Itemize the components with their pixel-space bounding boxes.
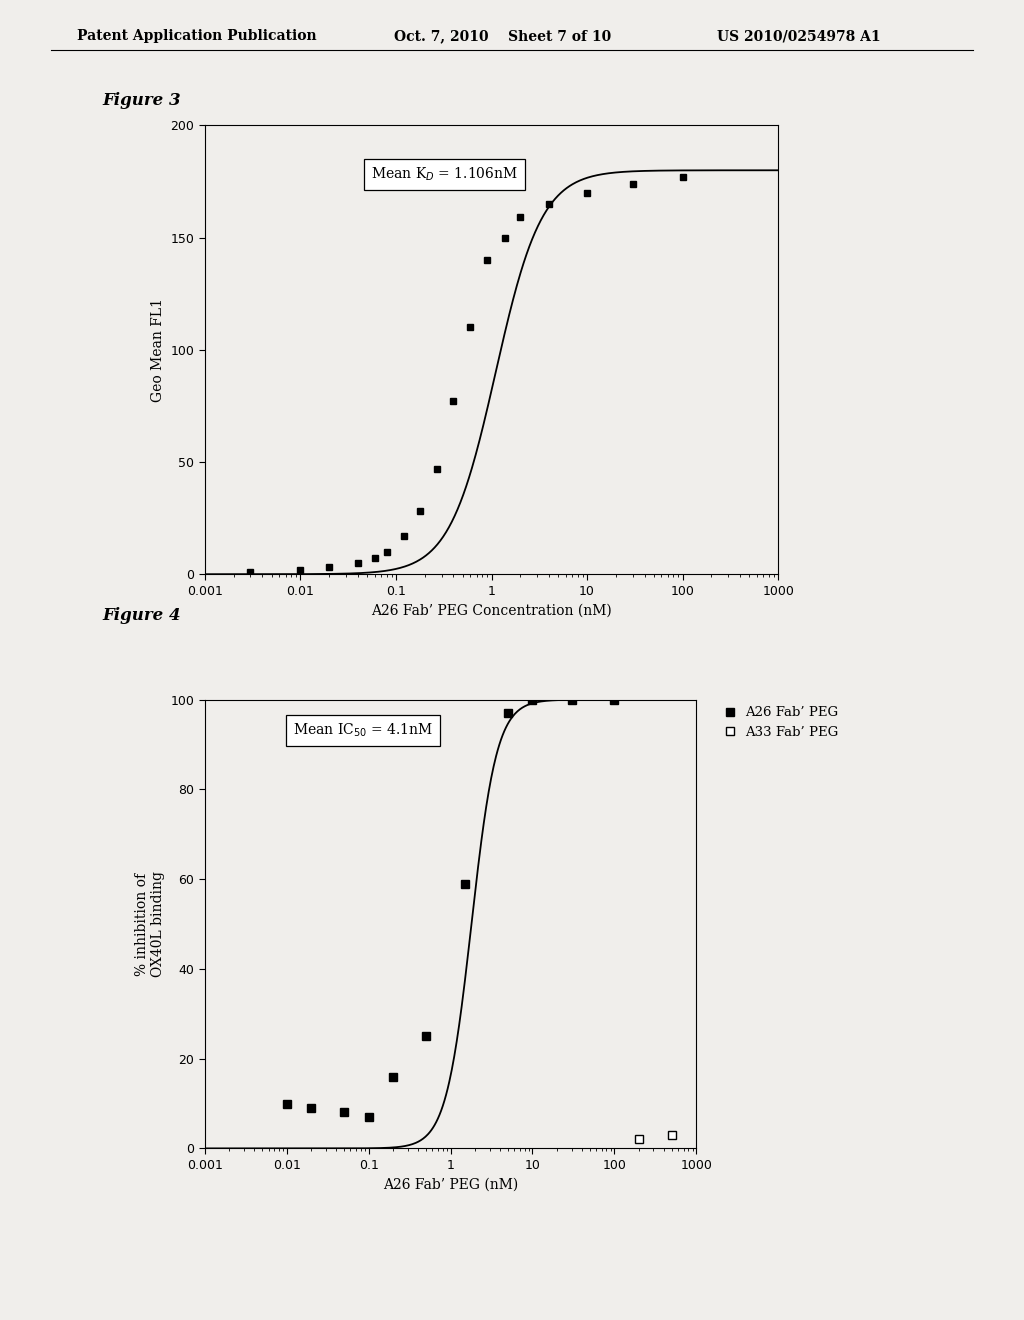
A26 Fab’ PEG — [305, 1100, 317, 1115]
A26 Fab’ PEG — [608, 692, 621, 708]
A26 Fab’ PEG — [362, 1109, 375, 1125]
X-axis label: A26 Fab’ PEG Concentration (nM): A26 Fab’ PEG Concentration (nM) — [371, 603, 612, 618]
Y-axis label: Geo Mean FL1: Geo Mean FL1 — [151, 298, 165, 401]
Text: Figure 4: Figure 4 — [102, 607, 181, 624]
A33 Fab’ PEG — [666, 1127, 678, 1143]
Text: Patent Application Publication: Patent Application Publication — [77, 29, 316, 44]
Text: US 2010/0254978 A1: US 2010/0254978 A1 — [717, 29, 881, 44]
A26 Fab’ PEG — [387, 1069, 399, 1085]
A33 Fab’ PEG — [633, 1131, 645, 1147]
A26 Fab’ PEG — [526, 692, 539, 708]
Legend: A26 Fab’ PEG, A33 Fab’ PEG: A26 Fab’ PEG, A33 Fab’ PEG — [723, 706, 839, 739]
Text: Mean IC$_{50}$ = 4.1nM: Mean IC$_{50}$ = 4.1nM — [293, 722, 433, 739]
Text: Oct. 7, 2010    Sheet 7 of 10: Oct. 7, 2010 Sheet 7 of 10 — [394, 29, 611, 44]
Line: A26 Fab’ PEG: A26 Fab’ PEG — [283, 696, 618, 1121]
A26 Fab’ PEG — [565, 692, 578, 708]
A26 Fab’ PEG — [420, 1028, 432, 1044]
Line: A33 Fab’ PEG: A33 Fab’ PEG — [635, 1131, 676, 1143]
A26 Fab’ PEG — [281, 1096, 293, 1111]
A26 Fab’ PEG — [502, 705, 514, 721]
X-axis label: A26 Fab’ PEG (nM): A26 Fab’ PEG (nM) — [383, 1177, 518, 1192]
Text: Mean K$_D$ = 1.106nM: Mean K$_D$ = 1.106nM — [371, 166, 518, 183]
Text: Figure 3: Figure 3 — [102, 92, 181, 110]
A26 Fab’ PEG — [338, 1105, 350, 1121]
A26 Fab’ PEG — [459, 875, 471, 891]
Y-axis label: % inhibition of
OX40L binding: % inhibition of OX40L binding — [135, 871, 165, 977]
